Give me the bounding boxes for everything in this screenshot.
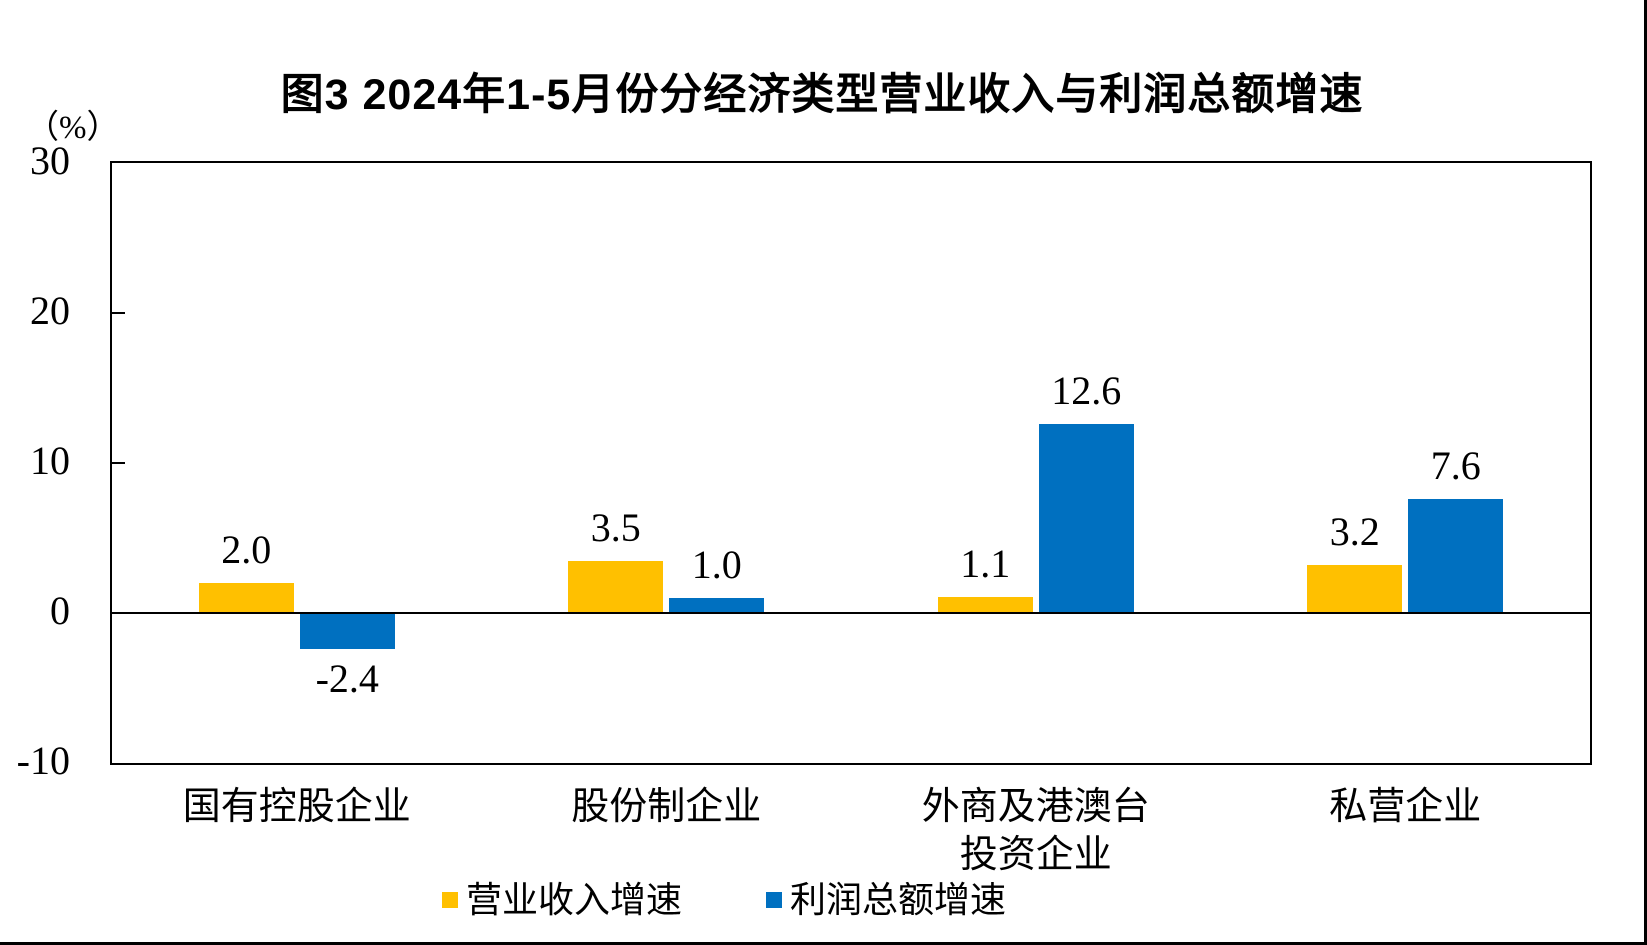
bar-value-label-revenue-1: 3.5 xyxy=(590,504,641,550)
y-axis-tick-label: -10 xyxy=(16,738,70,783)
y-axis-tick-label: 0 xyxy=(50,588,70,633)
y-axis-tick xyxy=(112,312,125,314)
bar-value-label-revenue-0: 2.0 xyxy=(221,527,272,572)
plot-area: 2.0 3.5 1.1 3.2 -2.4 1.0 12.6 7.6 xyxy=(110,161,1592,765)
x-axis-category-label-2: 外商及港澳台 投资企业 xyxy=(921,786,1150,876)
legend-item-revenue: 营业收入增速 xyxy=(441,880,682,920)
bar-value-label-revenue-2: 1.1 xyxy=(960,540,1011,586)
y-axis-tick-label: 10 xyxy=(30,438,70,483)
x-axis-category-label-0: 国有控股企业 xyxy=(182,786,411,828)
bar-revenue-2 xyxy=(937,596,1033,613)
y-axis-tick-label: 30 xyxy=(30,138,70,183)
x-axis-category-label-3: 私营企业 xyxy=(1329,786,1482,828)
bar-value-label-profit-3: 7.6 xyxy=(1430,443,1481,488)
legend-swatch-profit xyxy=(766,892,782,908)
chart-title: 图3 2024年1-5月份分经济类型营业收入与利润总额增速 xyxy=(280,71,1364,119)
legend-label-revenue: 营业收入增速 xyxy=(465,880,682,920)
y-axis-tick-label: 20 xyxy=(30,288,70,333)
bar-profit-0 xyxy=(299,613,395,649)
bar-revenue-0 xyxy=(198,583,294,613)
bar-profit-3 xyxy=(1408,499,1504,613)
bar-value-label-profit-0: -2.4 xyxy=(315,656,379,701)
bar-revenue-3 xyxy=(1307,565,1403,613)
bar-revenue-1 xyxy=(568,560,664,613)
bar-profit-1 xyxy=(669,598,765,613)
bar-value-label-profit-2: 12.6 xyxy=(1051,368,1122,413)
legend: 营业收入增速 利润总额增速 xyxy=(0,880,1546,920)
y-axis-unit-label: （%） xyxy=(26,110,120,146)
bar-value-label-revenue-3: 3.2 xyxy=(1329,509,1380,554)
x-axis-category-label-1: 股份制企业 xyxy=(571,786,762,828)
zero-line xyxy=(112,612,1590,614)
bar-profit-2 xyxy=(1038,424,1134,613)
legend-item-profit: 利润总额增速 xyxy=(766,880,1006,920)
legend-label-profit: 利润总额增速 xyxy=(790,880,1007,920)
y-axis-tick xyxy=(112,462,125,464)
bar-value-label-profit-1: 1.0 xyxy=(691,542,742,587)
legend-swatch-revenue xyxy=(441,892,458,908)
